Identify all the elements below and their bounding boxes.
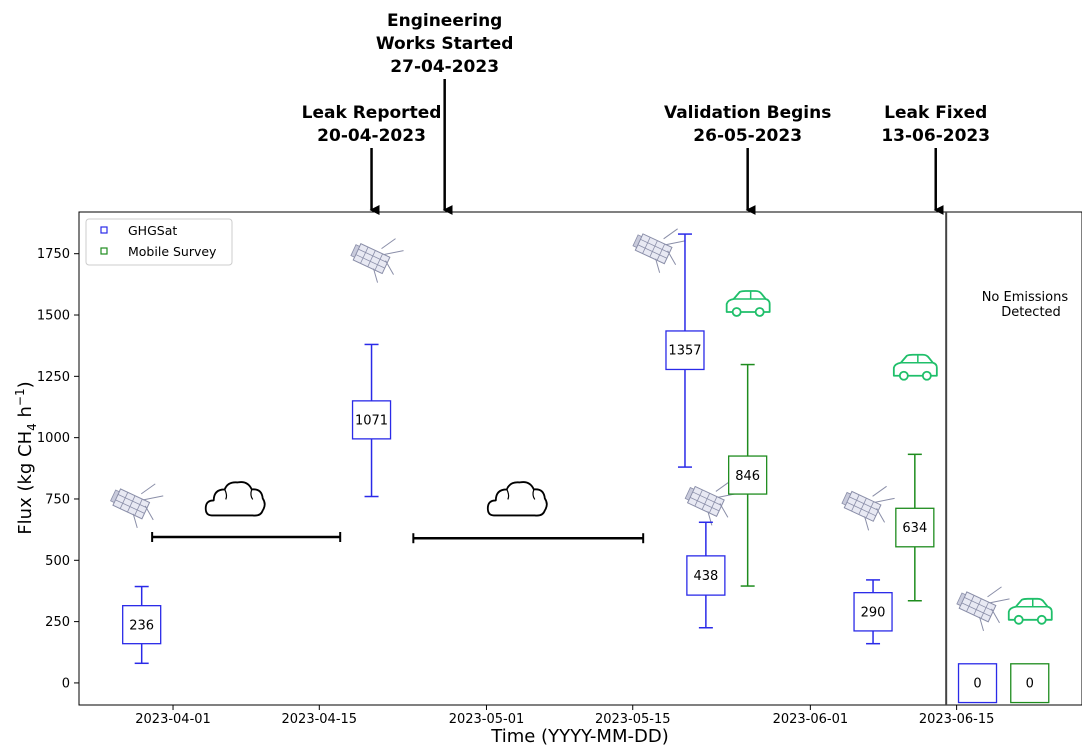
box-value-label: 1071: [355, 414, 388, 429]
event-annotation-line: Leak Fixed: [884, 103, 987, 123]
satellite-icon: [349, 238, 405, 284]
event-annotation-text: Engineering Works Started 27-04-2023: [376, 11, 514, 77]
legend-frame: [85, 218, 233, 266]
y-axis-title-tail: h: [15, 406, 36, 423]
cloud-icon: [486, 481, 548, 517]
x-tick-label: 2023-05-15: [595, 712, 671, 727]
y-tick-label: 1750: [37, 247, 70, 262]
y-tick-label: 750: [45, 492, 70, 507]
event-annotation-line: 26-05-2023: [693, 126, 802, 146]
legend-marker-ghgsat: [100, 226, 108, 234]
event-annotation-line: 20-04-2023: [317, 126, 426, 146]
box-value-label: 846: [735, 469, 760, 484]
x-tick-label: 2023-04-15: [282, 712, 358, 727]
box-mobile-survey: [895, 507, 935, 548]
y-tick-label: 0: [62, 676, 70, 691]
box-value-label: 236: [129, 619, 154, 634]
legend-label-mobile-survey: Mobile Survey: [128, 244, 217, 259]
y-axis-title-main: Flux (kg CH: [15, 431, 36, 535]
event-annotation-line: Validation Begins: [664, 103, 831, 123]
legend-marker-mobile-survey: [100, 247, 108, 255]
y-axis-title-superscript: −1: [13, 388, 27, 406]
x-tick-label: 2023-06-15: [919, 712, 995, 727]
event-annotation-line: 13-06-2023: [881, 126, 990, 146]
box-ghgsat: [122, 605, 162, 645]
event-annotation-text: Leak Fixed 13-06-2023: [881, 103, 990, 146]
box-mobile-survey: [1010, 663, 1050, 704]
event-annotation-layer: Leak Reported 20-04-2023 Engineering Works …: [302, 11, 990, 215]
satellite-icon: [840, 485, 896, 531]
box-value-label: 1357: [668, 344, 701, 359]
cloud-icon: [204, 481, 266, 517]
satellite-icon: [955, 586, 1011, 632]
satellite-icon: [631, 228, 687, 274]
x-tick-label: 2023-06-01: [773, 712, 849, 727]
event-annotation-text: Leak Reported 20-04-2023: [302, 103, 442, 146]
x-axis-title: Time (YYYY-MM-DD): [490, 726, 668, 747]
icon-layer: [108, 228, 1053, 632]
satellite-icon: [108, 483, 164, 529]
y-tick-label: 1250: [37, 370, 70, 385]
box-value-label: 0: [973, 676, 981, 691]
y-tick-label: 250: [45, 615, 70, 630]
box-ghgsat: [665, 330, 705, 371]
legend: GHGSat Mobile Survey: [85, 218, 233, 266]
plot-frame: [78, 211, 1082, 706]
box-value-label: 290: [861, 605, 886, 620]
box-layer: 236 1071 1357 438 290 0 846 634 0: [122, 233, 1050, 704]
event-annotation-line: Leak Reported: [302, 103, 442, 123]
y-axis-title-subscript: 4: [25, 423, 39, 431]
car-icon: [892, 353, 938, 381]
box-ghgsat: [351, 400, 392, 440]
event-annotation-text: Validation Begins 26-05-2023: [664, 103, 831, 146]
no-emissions-note-line-1: No Emissions: [982, 290, 1069, 305]
y-axis-title: Flux (kg CH4 h−1): [13, 381, 39, 534]
axes-layer: 2023-04-01 2023-04-15 2023-05-01 2023-05-15…: [37, 211, 1082, 727]
no-emissions-note: No Emissions Detected: [982, 290, 1073, 320]
car-icon: [725, 290, 771, 317]
x-tick-label: 2023-05-01: [449, 712, 525, 727]
cloud-gap-layer: [151, 531, 645, 544]
box-value-label: 438: [693, 569, 718, 584]
legend-label-ghgsat: GHGSat: [128, 223, 177, 238]
event-annotation-line: Engineering: [387, 11, 502, 31]
box-mobile-survey: [728, 455, 768, 495]
no-emissions-note-line-2: Detected: [1001, 305, 1061, 320]
y-tick-label: 500: [45, 554, 70, 569]
y-axis-title-close: ): [15, 381, 36, 388]
box-value-label: 0: [1026, 676, 1034, 691]
box-ghgsat: [957, 663, 998, 704]
box-value-label: 634: [902, 521, 927, 536]
car-icon: [1007, 597, 1053, 625]
event-annotation-line: Works Started: [376, 34, 514, 54]
x-tick-label: 2023-04-01: [135, 712, 211, 727]
y-tick-label: 1000: [37, 431, 70, 446]
event-annotation-line: 27-04-2023: [390, 57, 499, 77]
box-ghgsat: [853, 592, 893, 632]
y-tick-label: 1500: [37, 309, 70, 324]
box-ghgsat: [686, 555, 726, 596]
